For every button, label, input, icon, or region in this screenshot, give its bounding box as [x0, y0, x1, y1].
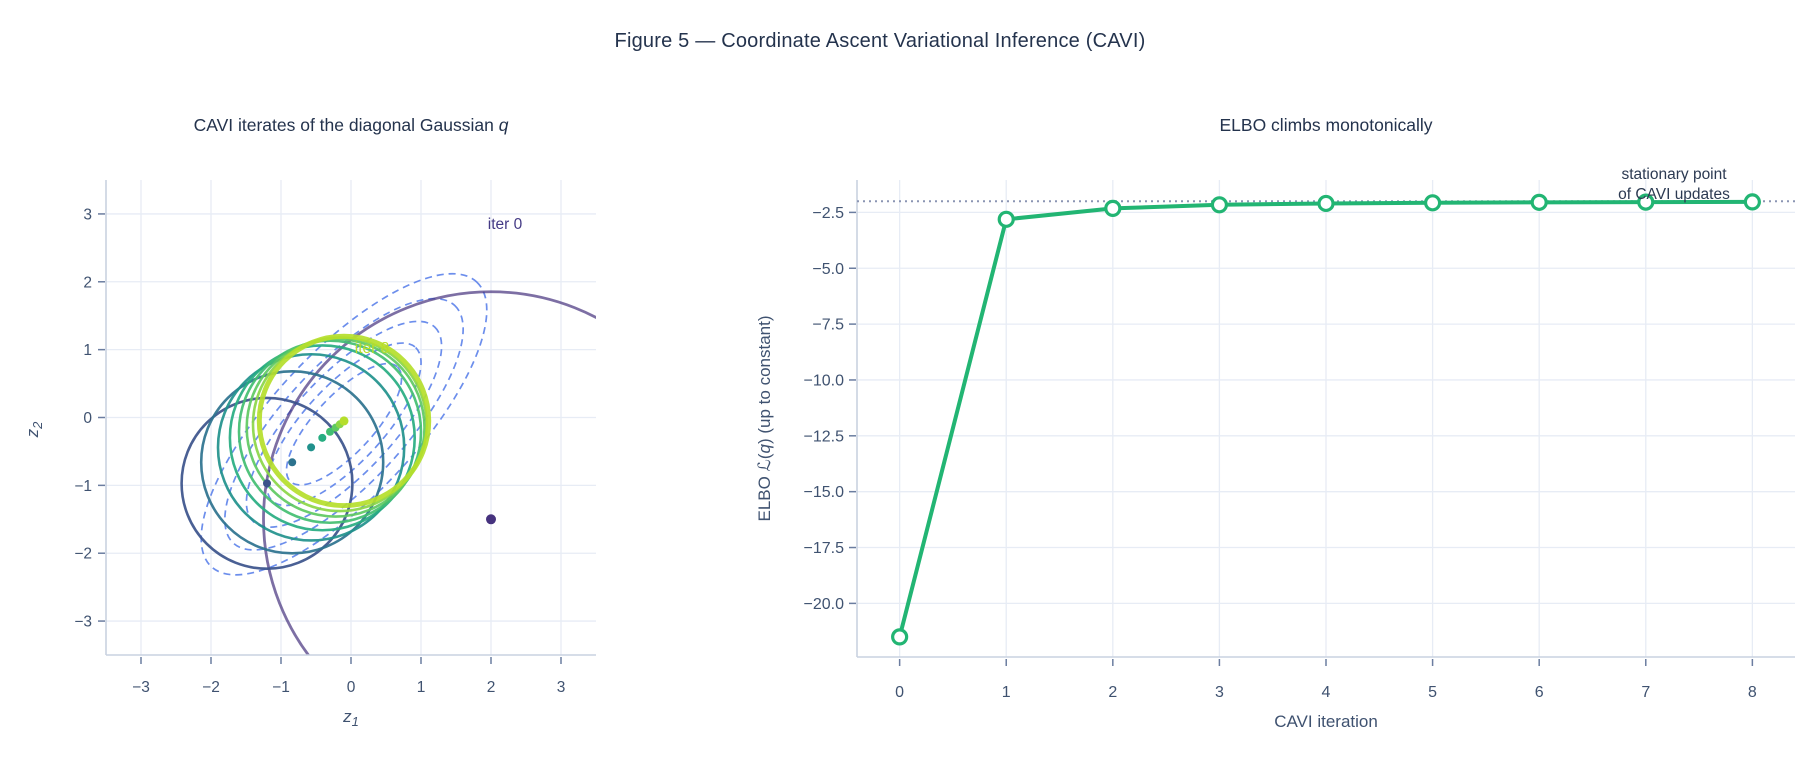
elbo-marker-3	[1210, 196, 1229, 214]
x-tick-label: 5	[1428, 684, 1437, 701]
elbo-marker-6	[1530, 193, 1548, 211]
mean-dot-5	[326, 427, 334, 436]
mean-dot-8	[339, 416, 349, 426]
x-tick-label: 1	[1002, 684, 1011, 701]
x-tick-label: 7	[1641, 684, 1650, 701]
x-tick-label: 4	[1322, 684, 1331, 701]
y-tick-label: −12.5	[804, 428, 845, 445]
y-tick-label: −15.0	[804, 484, 845, 501]
y-tick-label: −5.0	[812, 261, 844, 278]
y-tick-label: −3	[74, 614, 92, 631]
iterate-ellipse-0	[262, 290, 596, 655]
x-tick-label: 3	[1215, 684, 1224, 701]
stationary-annotation-line2: of CAVI updates	[1618, 186, 1730, 203]
y-axis-label: ELBO ℒ(q) (up to constant)	[755, 316, 775, 522]
y-tick-label: −2.5	[812, 205, 844, 222]
y-tick-label: −17.5	[804, 540, 845, 557]
elbo-marker-1	[997, 210, 1015, 228]
iterate-ellipse-4	[228, 344, 416, 532]
x-tick-label: −1	[272, 679, 290, 696]
target-contour	[285, 362, 403, 486]
mean-dot-1	[263, 479, 271, 488]
target-contour	[200, 272, 488, 576]
y-tick-label: −1	[74, 478, 92, 495]
y-tick-label: −20.0	[804, 596, 845, 613]
chart-title: ELBO climbs monotonically	[1220, 115, 1433, 135]
iter-label: iter 0	[488, 216, 523, 233]
x-tick-label: 6	[1535, 684, 1544, 701]
mean-dot-0	[486, 514, 496, 525]
target-contour	[266, 342, 422, 507]
x-axis-label: CAVI iteration	[1274, 712, 1378, 731]
x-tick-label: 3	[557, 679, 566, 696]
x-tick-label: 8	[1748, 684, 1757, 701]
plot-layer	[180, 272, 596, 655]
elbo-marker-4	[1317, 194, 1335, 213]
y-tick-label: 0	[83, 410, 92, 427]
mean-dot-3	[307, 443, 316, 452]
elbo-marker-7	[1637, 193, 1655, 211]
x-tick-label: −2	[202, 679, 220, 696]
y-tick-label: 1	[83, 342, 92, 359]
elbo-chart: 0 1 2 3 4 5 6 7 8 −2.5 −5.0 −7.5 −10.0 −12.5 −15.0 −17.…	[755, 115, 1795, 731]
x-axis-label: z1	[342, 707, 359, 729]
x-tick-label: −3	[132, 679, 150, 696]
y-tick-label: 2	[83, 274, 92, 291]
figure-title: Figure 5 — Coordinate Ascent Variational…	[614, 30, 1146, 52]
iter-label: iter 8	[355, 340, 389, 357]
mean-dot-4	[318, 433, 327, 442]
iterate-ellipse-3	[216, 352, 406, 542]
x-tick-label: 1	[417, 679, 426, 696]
x-tick-label: 2	[1108, 684, 1117, 701]
iterate-ellipse-1	[180, 396, 354, 571]
x-tick-label: 2	[487, 679, 496, 696]
x-tick-label: 0	[895, 684, 904, 701]
iterate-ellipse-2	[199, 369, 385, 555]
target-contour	[223, 297, 465, 551]
elbo-marker-0	[891, 628, 909, 646]
iterate-ellipse-8	[256, 333, 432, 509]
cavi-iterates-chart: −3 −2 −1 0 1 2 3 −3 −2 −1 0 1 2 3 iter 0 iter 8 z1 z2 CAVI…	[23, 115, 596, 729]
mean-dot-2	[288, 458, 297, 467]
y-tick-label: −7.5	[812, 317, 844, 334]
x-tick-label: 0	[347, 679, 356, 696]
elbo-marker-8	[1743, 193, 1761, 211]
y-axis-label: z2	[23, 421, 45, 439]
elbo-marker-2	[1104, 199, 1122, 217]
elbo-marker-5	[1423, 194, 1442, 212]
y-tick-label: −10.0	[804, 372, 845, 389]
iterate-ellipse-5	[237, 339, 423, 525]
y-tick-label: −2	[74, 546, 92, 563]
y-tick-label: 3	[83, 206, 92, 223]
stationary-annotation-line1: stationary point	[1621, 166, 1727, 183]
chart-title: CAVI iterates of the diagonal Gaussian q	[194, 115, 509, 135]
